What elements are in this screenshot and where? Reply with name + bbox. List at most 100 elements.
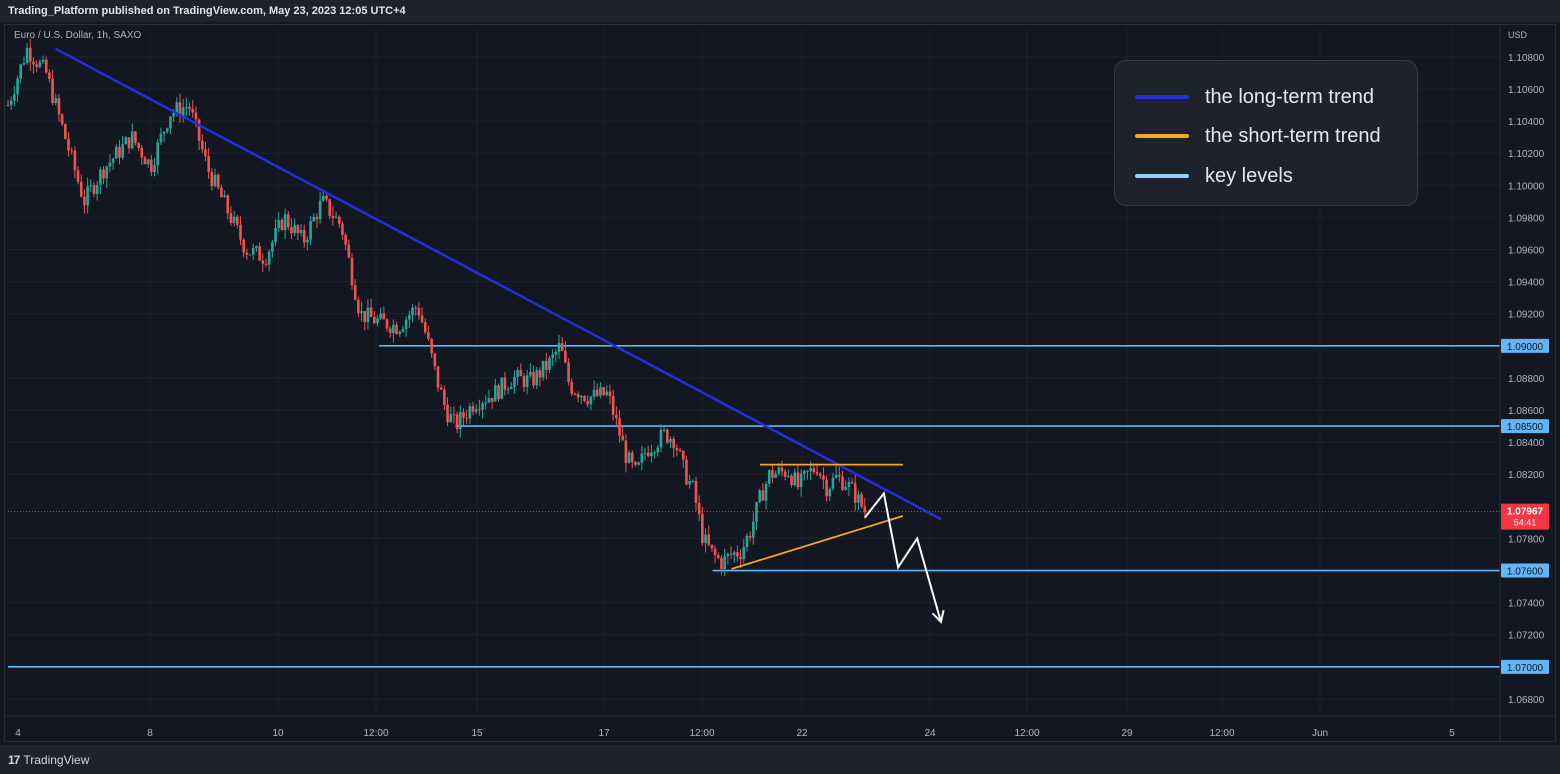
candle bbox=[369, 298, 373, 318]
candle bbox=[567, 358, 570, 386]
candle bbox=[70, 147, 74, 155]
key-level-badge-label: 1.07000 bbox=[1507, 663, 1544, 674]
candle bbox=[458, 405, 462, 438]
candle-body bbox=[83, 196, 86, 206]
candle bbox=[624, 434, 628, 473]
candle bbox=[51, 69, 54, 106]
candle bbox=[73, 146, 77, 179]
candle bbox=[395, 321, 398, 335]
legend-item-key-levels: key levels bbox=[1135, 163, 1293, 189]
candle bbox=[825, 475, 828, 502]
candle bbox=[834, 465, 838, 479]
candle-body bbox=[458, 412, 462, 430]
candle-body bbox=[726, 553, 730, 557]
candle-body bbox=[490, 397, 494, 402]
candle bbox=[713, 545, 717, 564]
x-tick-label: 22 bbox=[796, 728, 808, 739]
candle-body bbox=[264, 263, 268, 265]
candle bbox=[675, 444, 679, 457]
candle-body bbox=[755, 502, 758, 522]
candle-body bbox=[653, 452, 656, 454]
candle-body bbox=[172, 112, 175, 117]
y-tick-label: 1.10200 bbox=[1508, 149, 1545, 160]
candle bbox=[13, 85, 16, 107]
candle-body bbox=[675, 448, 679, 451]
candle bbox=[516, 367, 519, 386]
candle-body bbox=[462, 412, 465, 418]
candle-body bbox=[108, 162, 112, 167]
candle-body bbox=[481, 403, 484, 410]
candle bbox=[541, 360, 545, 381]
candle bbox=[761, 482, 765, 501]
candle-body bbox=[427, 332, 430, 339]
candle-body bbox=[392, 324, 395, 334]
candle bbox=[602, 386, 605, 397]
candle-body bbox=[430, 338, 433, 354]
candle bbox=[484, 395, 488, 410]
candle bbox=[716, 552, 720, 560]
candle-body bbox=[121, 144, 124, 158]
candle-body bbox=[513, 377, 516, 387]
candle bbox=[580, 394, 583, 404]
candle bbox=[452, 406, 456, 424]
candle-body bbox=[255, 246, 258, 248]
candle bbox=[347, 239, 351, 259]
candle bbox=[474, 404, 478, 414]
candle bbox=[557, 334, 561, 360]
candle bbox=[83, 189, 86, 214]
candle-body bbox=[134, 131, 137, 143]
candle-body bbox=[672, 438, 675, 449]
candle bbox=[799, 469, 803, 497]
candle bbox=[471, 401, 475, 416]
candle bbox=[758, 488, 761, 504]
candle bbox=[576, 391, 580, 403]
candle bbox=[551, 349, 554, 366]
candle-body bbox=[713, 548, 717, 556]
tradingview-logo[interactable]: 17 TradingView bbox=[8, 753, 89, 767]
long-term-trend-swatch bbox=[1135, 95, 1189, 99]
y-tick-label: 1.10800 bbox=[1508, 53, 1545, 64]
candle bbox=[646, 445, 650, 458]
candle-body bbox=[242, 239, 245, 253]
candle bbox=[783, 468, 787, 481]
candle bbox=[102, 165, 105, 184]
candle-body bbox=[783, 471, 787, 477]
candle bbox=[382, 306, 386, 320]
short-term-trend-swatch bbox=[1135, 134, 1189, 138]
candle bbox=[857, 490, 860, 511]
candle-body bbox=[188, 106, 191, 109]
candle bbox=[309, 215, 312, 245]
candle-body bbox=[640, 453, 644, 463]
candle bbox=[277, 212, 281, 232]
y-tick-label: 1.08400 bbox=[1508, 438, 1545, 449]
candle-body bbox=[745, 535, 749, 548]
y-tick-label: 1.09600 bbox=[1508, 246, 1545, 257]
candle-body bbox=[388, 328, 392, 334]
countdown-label: 54:41 bbox=[1514, 518, 1537, 528]
candle bbox=[707, 525, 711, 547]
candle-body bbox=[401, 328, 405, 332]
candle-body bbox=[353, 285, 357, 300]
candle-body bbox=[595, 389, 599, 396]
candle-body bbox=[560, 342, 564, 351]
candle bbox=[118, 140, 121, 165]
candle bbox=[290, 218, 293, 240]
candle bbox=[185, 97, 188, 117]
candle bbox=[494, 379, 497, 402]
candle bbox=[535, 366, 539, 390]
candle-body bbox=[551, 354, 554, 359]
candle-body bbox=[853, 483, 857, 503]
candle bbox=[165, 127, 169, 134]
candle bbox=[322, 191, 325, 202]
candle bbox=[500, 377, 503, 400]
candle-body bbox=[465, 417, 468, 419]
candle bbox=[822, 466, 825, 489]
candle-body bbox=[178, 102, 182, 117]
candle bbox=[595, 383, 599, 398]
x-tick-label: 15 bbox=[471, 728, 483, 739]
legend-item-long-term-trend: the long-term trend bbox=[1135, 84, 1374, 110]
x-tick-label: 12:00 bbox=[1014, 728, 1039, 739]
candle-body bbox=[127, 137, 131, 149]
candle bbox=[57, 94, 61, 122]
candle-body bbox=[236, 216, 239, 225]
